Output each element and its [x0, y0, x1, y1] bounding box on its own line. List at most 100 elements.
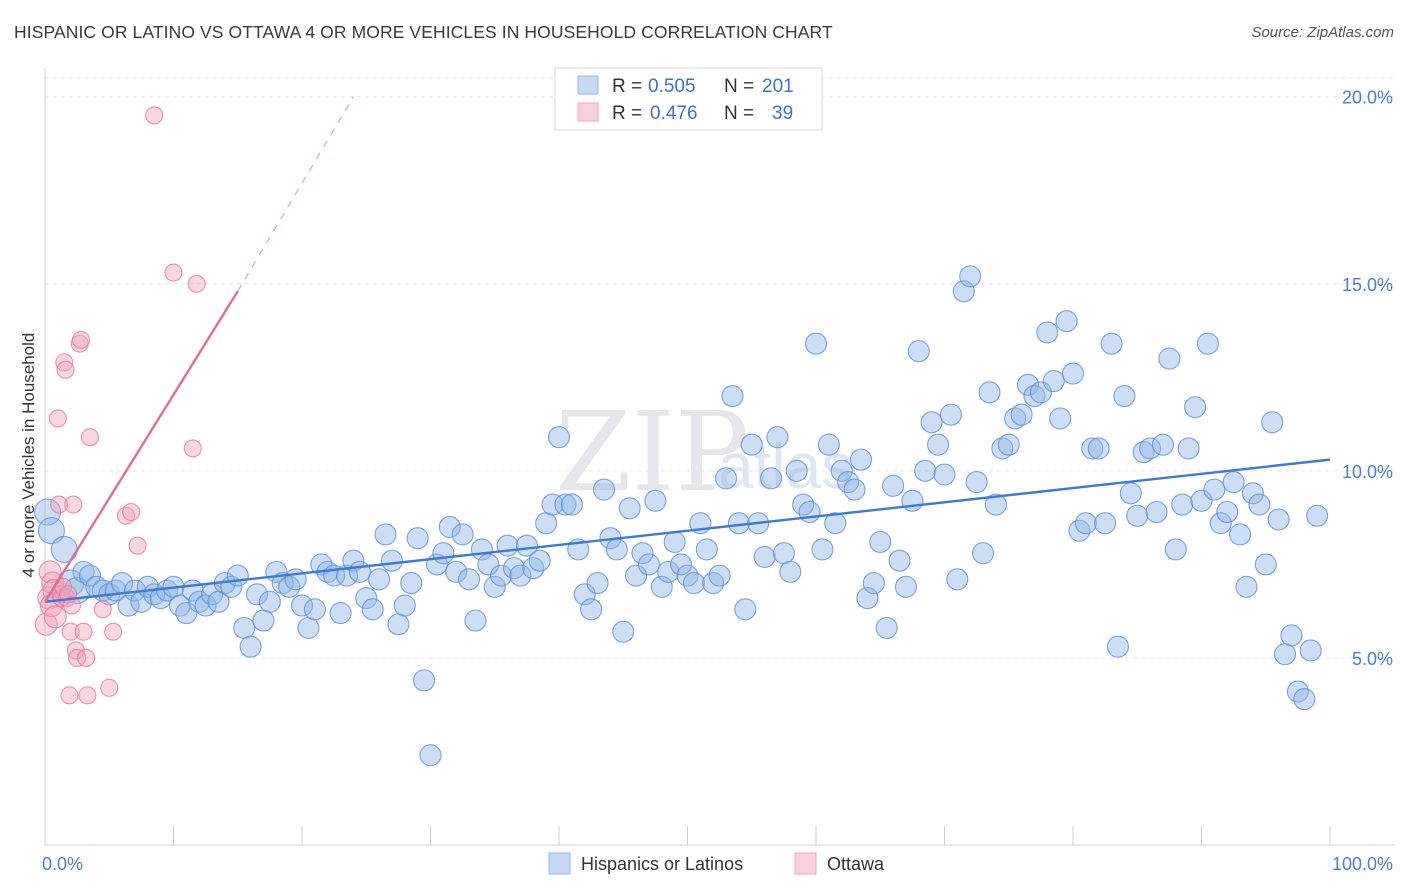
point-hispanic-80	[554, 493, 577, 516]
point-hispanic-100	[682, 572, 705, 595]
point-hispanic-177	[1177, 437, 1200, 460]
point-hispanic-146	[978, 381, 1001, 404]
point-hispanic-93	[637, 553, 661, 576]
point-hispanic-46	[335, 564, 359, 587]
point-hispanic-84	[580, 598, 603, 621]
point-hispanic-7	[85, 575, 108, 598]
point-hispanic-171	[1139, 437, 1162, 460]
point-hispanic-127	[856, 587, 879, 610]
point-hispanic-134	[901, 489, 924, 512]
point-hispanic-2	[50, 535, 78, 563]
point-hispanic-73	[509, 564, 532, 587]
point-hispanic-106	[721, 384, 744, 408]
legend-n-label-2: N =	[724, 103, 754, 124]
point-ottawa-28	[93, 600, 112, 619]
point-hispanic-182	[1209, 512, 1232, 535]
point-hispanic-97	[663, 530, 686, 553]
point-hispanic-86	[592, 478, 616, 501]
point-hispanic-59	[419, 744, 442, 767]
point-hispanic-117	[792, 493, 815, 516]
point-hispanic-130	[875, 616, 898, 640]
point-hispanic-168	[1119, 482, 1142, 505]
point-hispanic-37	[278, 575, 301, 598]
point-hispanic-155	[1036, 321, 1059, 344]
point-hispanic-113	[766, 426, 789, 449]
point-hispanic-66	[464, 609, 487, 632]
point-hispanic-114	[772, 542, 795, 565]
legend-box: R = 0.505 N = 201 R = 0.476 N = 39	[554, 67, 823, 131]
point-hispanic-135	[907, 340, 930, 363]
point-hispanic-193	[1280, 624, 1303, 647]
point-hispanic-102	[695, 538, 718, 561]
point-hispanic-122	[824, 512, 847, 535]
point-hispanic-91	[625, 564, 648, 587]
y-tick-label-3: 20.0%	[1342, 88, 1393, 108]
bottom-legend-swatch-ottawa	[794, 852, 817, 875]
point-hispanic-197	[1306, 504, 1329, 527]
point-hispanic-121	[817, 433, 840, 456]
point-hispanic-109	[740, 433, 763, 456]
point-hispanic-183	[1216, 500, 1239, 524]
point-hispanic-147	[984, 493, 1007, 516]
point-hispanic-104	[708, 564, 731, 587]
point-hispanic-61	[432, 542, 455, 565]
point-ottawa-0	[34, 612, 58, 636]
point-ottawa-33	[128, 536, 147, 555]
point-hispanic-39	[290, 594, 314, 617]
point-hispanic-76	[528, 549, 551, 572]
point-hispanic-157	[1049, 407, 1072, 430]
point-hispanic-96	[657, 560, 680, 583]
point-ottawa-37	[187, 274, 206, 293]
point-hispanic-186	[1235, 575, 1258, 598]
point-hispanic-172	[1145, 500, 1168, 524]
point-hispanic-32	[245, 583, 269, 606]
point-hispanic-167	[1113, 384, 1136, 408]
point-hispanic-160	[1068, 519, 1091, 542]
point-hispanic-65	[457, 568, 481, 591]
point-hispanic-131	[882, 474, 905, 497]
point-hispanic-179	[1190, 489, 1213, 512]
bottom-legend-label-ottawa: Ottawa	[827, 854, 885, 874]
point-hispanic-125	[843, 478, 866, 501]
point-hispanic-153	[1023, 384, 1046, 408]
point-hispanic-34	[258, 590, 281, 613]
trend-lines	[43, 96, 1331, 603]
point-hispanic-116	[785, 459, 808, 482]
point-hispanic-118	[798, 500, 821, 524]
point-hispanic-145	[971, 542, 995, 565]
point-hispanic-71	[496, 534, 519, 557]
watermark: ZIP atlas	[555, 388, 853, 516]
point-hispanic-119	[804, 332, 828, 355]
point-hispanic-12	[117, 594, 140, 617]
point-hispanic-163	[1087, 437, 1110, 460]
point-hispanic-126	[849, 448, 873, 471]
point-ottawa-27	[80, 428, 100, 447]
point-hispanic-162	[1081, 437, 1104, 460]
point-hispanic-85	[586, 572, 609, 595]
point-hispanic-30	[233, 616, 256, 640]
point-ottawa-24	[74, 622, 93, 641]
point-hispanic-83	[573, 583, 596, 606]
point-ottawa-18	[62, 596, 82, 615]
point-hispanic-48	[348, 560, 371, 583]
point-hispanic-148	[991, 437, 1014, 460]
point-ottawa-12	[55, 353, 74, 372]
legend-n-value-2: 39	[772, 103, 793, 124]
point-hispanic-185	[1229, 523, 1252, 546]
point-hispanic-137	[920, 411, 943, 434]
point-ottawa-6	[43, 605, 67, 629]
point-hispanic-174	[1158, 347, 1181, 370]
point-ottawa-23	[71, 330, 91, 349]
source-credit: Source: ZipAtlas.com	[1251, 24, 1394, 41]
point-hispanic-189	[1254, 553, 1277, 576]
point-hispanic-164	[1094, 512, 1117, 535]
point-hispanic-141	[946, 568, 969, 591]
point-hispanic-169	[1126, 504, 1149, 527]
point-hispanic-51	[368, 568, 391, 591]
point-ottawa-19	[64, 495, 83, 514]
point-hispanic-29	[226, 564, 249, 587]
point-hispanic-1	[37, 517, 65, 545]
point-ottawa-35	[164, 263, 183, 282]
point-hispanic-69	[483, 575, 506, 598]
